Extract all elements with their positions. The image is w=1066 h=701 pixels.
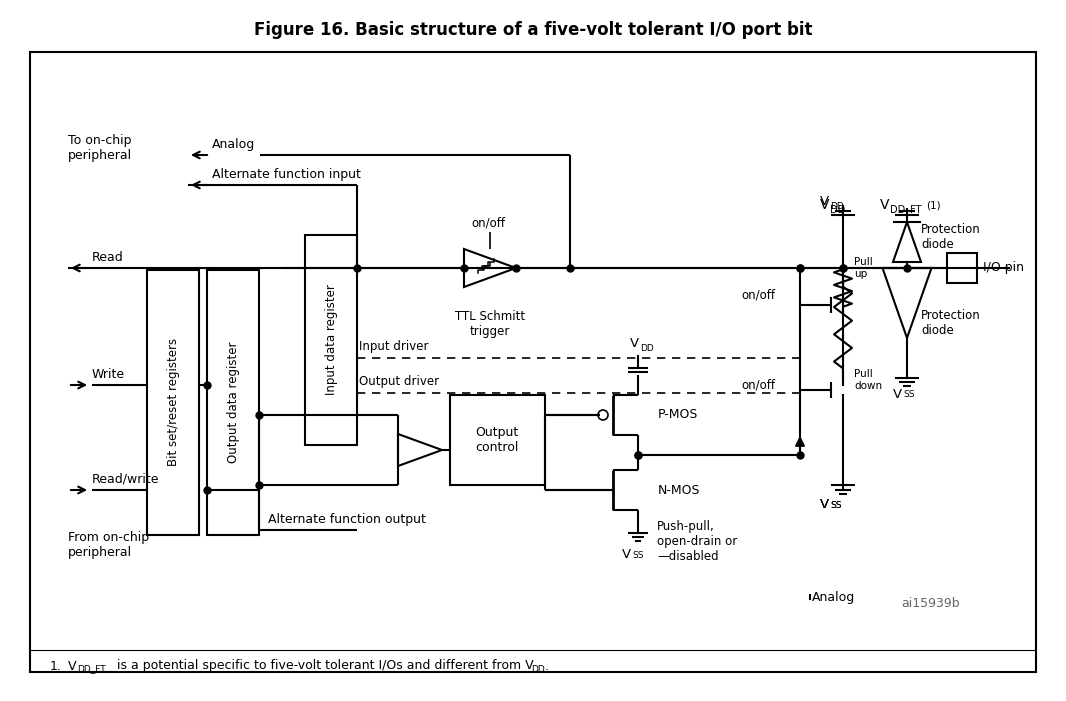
- Text: V: V: [68, 660, 77, 672]
- Text: on/off: on/off: [741, 289, 775, 301]
- Text: V: V: [621, 548, 631, 561]
- Bar: [947, 253, 978, 283]
- Text: Pull
down: Pull down: [854, 369, 883, 390]
- Text: DD: DD: [531, 665, 545, 674]
- Bar: [450, 395, 545, 485]
- Text: Analog: Analog: [812, 592, 855, 604]
- Text: is a potential specific to five-volt tolerant I/Os and different from V: is a potential specific to five-volt tol…: [113, 660, 534, 672]
- Bar: [207, 270, 259, 535]
- Text: Analog: Analog: [212, 138, 255, 151]
- Text: Bit set/reset registers: Bit set/reset registers: [166, 338, 179, 466]
- Text: Protection
diode: Protection diode: [921, 223, 981, 251]
- Text: Input driver: Input driver: [359, 340, 429, 353]
- Text: Write: Write: [92, 368, 125, 381]
- Text: SS: SS: [632, 551, 644, 560]
- Text: I/O pin: I/O pin: [983, 261, 1024, 275]
- Text: Read/write: Read/write: [92, 473, 160, 486]
- Text: Push-pull,
open-drain or
—disabled: Push-pull, open-drain or —disabled: [657, 520, 738, 563]
- Text: V: V: [820, 498, 829, 511]
- Text: Input data register: Input data register: [324, 285, 338, 395]
- Text: SS: SS: [830, 501, 841, 510]
- Text: DD: DD: [830, 205, 845, 215]
- Text: ai15939b: ai15939b: [902, 597, 960, 610]
- Text: V: V: [893, 388, 902, 401]
- Text: Output data register: Output data register: [226, 341, 240, 463]
- Text: SS: SS: [830, 501, 841, 510]
- Text: DD: DD: [830, 202, 844, 211]
- Text: DD: DD: [640, 344, 653, 353]
- Text: V: V: [820, 195, 829, 208]
- Text: V: V: [630, 337, 640, 350]
- Text: Read: Read: [92, 251, 124, 264]
- Text: To on-chip
peripheral: To on-chip peripheral: [68, 134, 132, 162]
- Text: From on-chip
peripheral: From on-chip peripheral: [68, 531, 149, 559]
- Text: TTL Schmitt
trigger: TTL Schmitt trigger: [455, 310, 526, 338]
- Text: on/off: on/off: [741, 379, 775, 391]
- Text: Output
control: Output control: [475, 426, 519, 454]
- Bar: [305, 235, 357, 445]
- Text: N-MOS: N-MOS: [658, 484, 700, 496]
- Bar: [147, 270, 199, 535]
- Text: on/off: on/off: [471, 217, 505, 230]
- Text: Alternate function output: Alternate function output: [268, 513, 426, 526]
- Text: Pull
up: Pull up: [854, 257, 873, 279]
- Text: SS: SS: [903, 390, 915, 399]
- Text: .: .: [545, 660, 549, 672]
- Text: DD_FT: DD_FT: [77, 665, 106, 674]
- Bar: [30, 52, 1036, 672]
- Text: Alternate function input: Alternate function input: [212, 168, 361, 181]
- Text: V: V: [820, 498, 829, 511]
- Text: P-MOS: P-MOS: [658, 409, 698, 421]
- Text: (1): (1): [926, 200, 940, 210]
- Text: V: V: [881, 198, 889, 212]
- Text: 1.: 1.: [50, 660, 62, 672]
- Text: Protection
diode: Protection diode: [921, 309, 981, 337]
- Text: V: V: [820, 198, 829, 212]
- Text: Figure 16. Basic structure of a five-volt tolerant I/O port bit: Figure 16. Basic structure of a five-vol…: [254, 21, 812, 39]
- Text: DD_FT: DD_FT: [890, 204, 921, 215]
- Text: Output driver: Output driver: [359, 375, 439, 388]
